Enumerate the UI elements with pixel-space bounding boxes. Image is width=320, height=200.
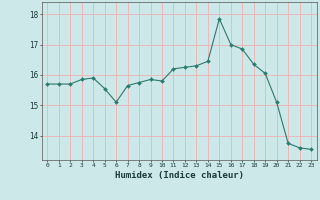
X-axis label: Humidex (Indice chaleur): Humidex (Indice chaleur)	[115, 171, 244, 180]
